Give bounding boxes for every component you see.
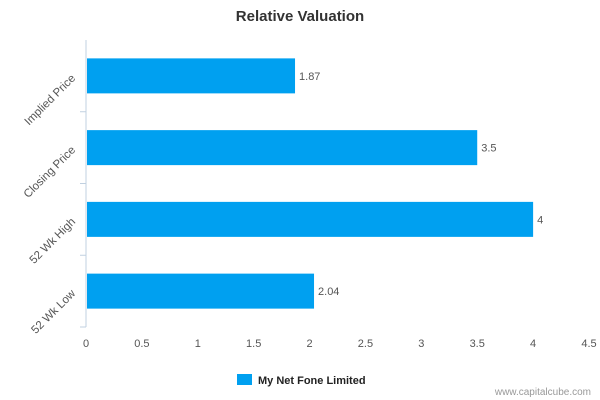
legend-swatch: [237, 374, 252, 385]
bar: [87, 201, 534, 237]
data-label: 3.5: [481, 143, 496, 155]
x-tick-label: 0.5: [134, 338, 149, 350]
category-label: Closing Price: [22, 144, 78, 200]
plot-area: Implied Price 1.87 Closing Price 3.5 52 Wk H…: [22, 40, 597, 350]
bar: [87, 273, 315, 309]
x-tick-label: 1: [195, 338, 201, 350]
x-tick-label: 4: [530, 338, 536, 350]
data-label: 2.04: [318, 286, 339, 298]
x-tick-label: 2.5: [358, 338, 373, 350]
x-tick-label: 2: [306, 338, 312, 350]
chart-title: Relative Valuation: [236, 8, 364, 25]
legend: My Net Fone Limited: [237, 374, 366, 387]
x-tick-label: 3: [418, 338, 424, 350]
x-tick-label: 3.5: [470, 338, 485, 350]
bar: [87, 130, 478, 166]
category-label: Implied Price: [23, 73, 78, 128]
x-tick-label: 4.5: [581, 338, 596, 350]
legend-label[interactable]: My Net Fone Limited: [258, 375, 366, 387]
data-label: 4: [537, 214, 543, 226]
x-tick-label: 1.5: [246, 338, 261, 350]
category-label: 52 Wk Low: [29, 287, 78, 336]
bar: [87, 58, 296, 94]
category-label: 52 Wk High: [28, 216, 79, 267]
x-tick-label: 0: [83, 338, 89, 350]
credit-text: www.capitalcube.com: [494, 387, 591, 398]
data-label: 1.87: [299, 71, 320, 83]
